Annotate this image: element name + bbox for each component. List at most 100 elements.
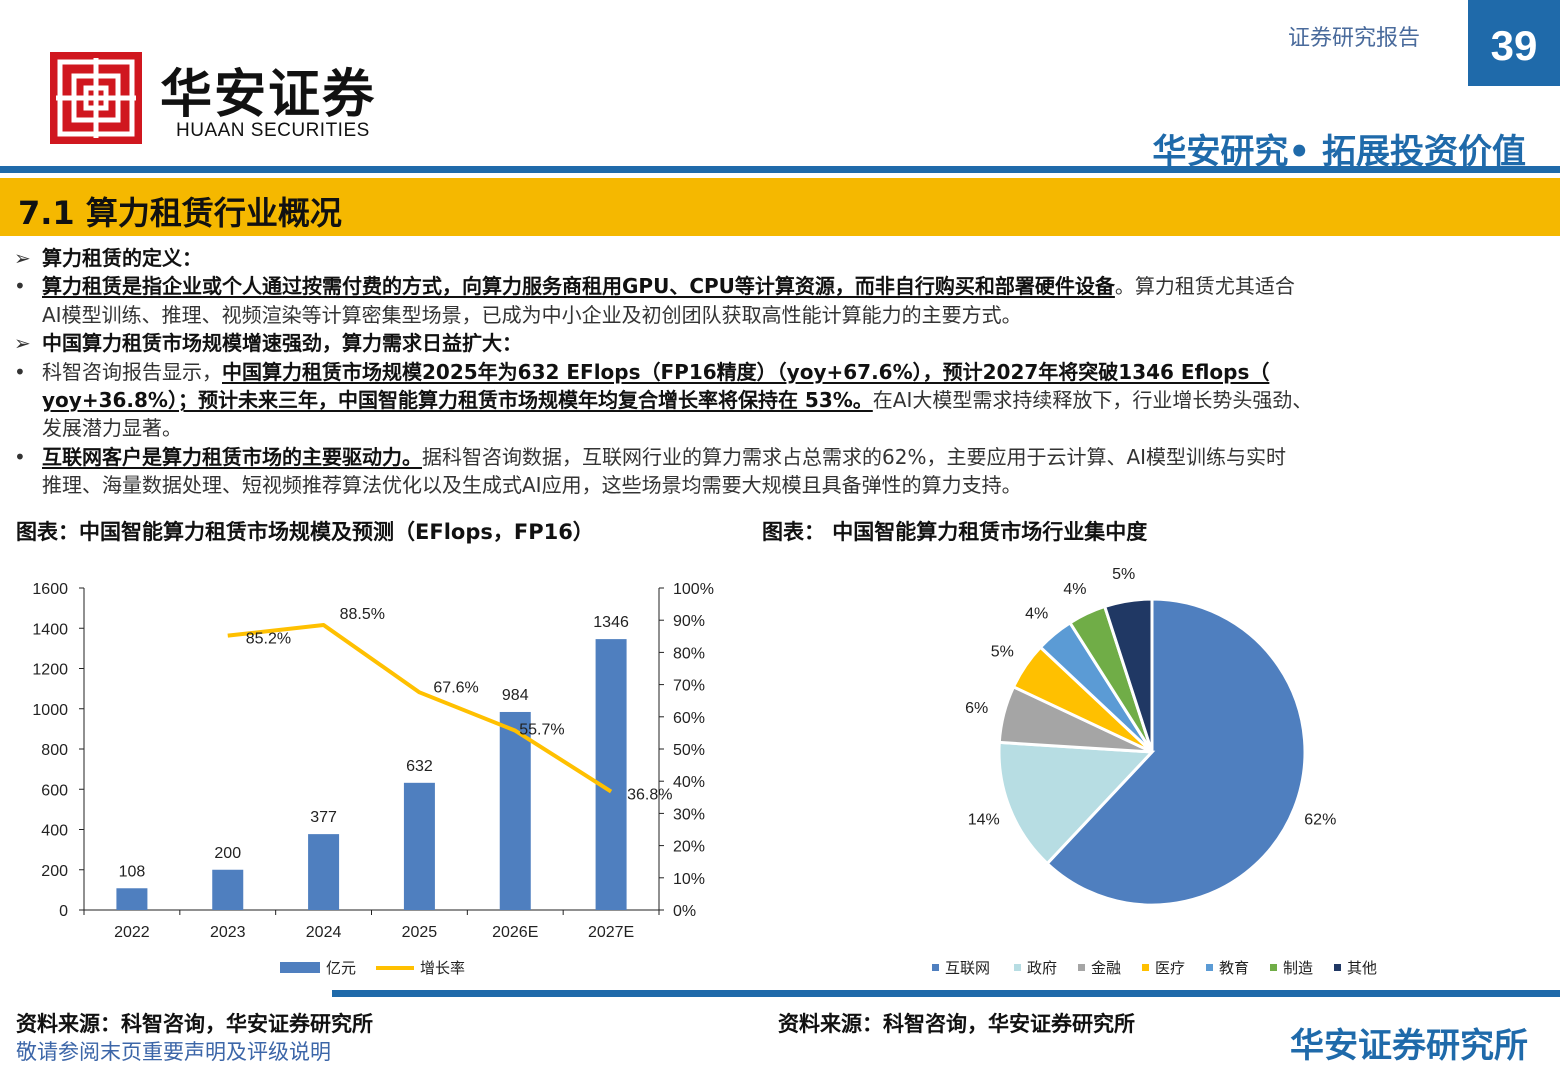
paragraph-market-size-line3: 发展潜力显著。 — [42, 416, 182, 441]
legend-swatch — [1206, 964, 1213, 971]
x-tick-label: 2025 — [402, 924, 438, 941]
chart-title-market-size: 图表：中国智能算力租赁市场规模及预测（EFlops，FP16） — [16, 520, 594, 544]
left-y-tick-label: 200 — [41, 863, 68, 880]
right-y-tick-label: 100% — [673, 581, 714, 598]
pie-value-label: 4% — [1063, 581, 1086, 598]
x-tick-label: 2023 — [210, 924, 246, 941]
legend-swatch — [1334, 964, 1341, 971]
bar-value-label: 984 — [502, 687, 529, 704]
paragraph-definition-line2: AI模型训练、推理、视频渲染等计算密集型场景，已成为中小企业及初创团队获取高性能… — [42, 302, 1022, 327]
left-y-tick-label: 1400 — [32, 621, 68, 638]
dot-bullet-icon: • — [14, 444, 26, 469]
left-y-tick-label: 0 — [59, 903, 68, 920]
paragraph-market-size: • 科智咨询报告显示，中国算力租赁市场规模2025年为632 EFlops（FP… — [14, 358, 1550, 386]
legend-label: 制造 — [1283, 959, 1313, 977]
bar-value-label: 200 — [214, 845, 241, 862]
right-y-tick-label: 90% — [673, 613, 705, 630]
right-y-tick-label: 20% — [673, 839, 705, 856]
dot-bullet-icon: • — [14, 274, 26, 299]
left-y-tick-label: 600 — [41, 782, 68, 799]
section-title-bar: 7.1 算力租赁行业概况 — [0, 178, 1560, 236]
right-y-tick-label: 80% — [673, 645, 705, 662]
section-title: 7.1 算力租赁行业概况 — [18, 194, 342, 232]
legend-label: 其他 — [1347, 959, 1377, 977]
right-y-tick-label: 50% — [673, 742, 705, 759]
logo-english-name: HUAAN SECURITIES — [176, 120, 370, 141]
legend-label: 医疗 — [1155, 959, 1185, 977]
chart-title-concentration: 图表： 中国智能算力租赁市场行业集中度 — [762, 520, 1148, 544]
paragraph-definition: • 算力租赁是指企业或个人通过按需付费的方式，向算力服务商租用GPU、CPU等计… — [14, 272, 1550, 300]
source-note-right: 资料来源：科智咨询，华安证券研究所 — [778, 1012, 1135, 1036]
right-y-tick-label: 70% — [673, 678, 705, 695]
logo-chinese-name: 华安证券 — [160, 64, 377, 125]
left-y-tick-label: 1200 — [32, 662, 68, 679]
paragraph-internet-customers-line2: 推理、海量数据处理、短视频推荐算法优化以及生成式AI应用，这些场景均需要大规模且… — [42, 473, 1022, 498]
left-y-tick-label: 1600 — [32, 581, 68, 598]
legend-swatch — [932, 964, 939, 971]
source-note-left: 资料来源：科智咨询，华安证券研究所 — [16, 1012, 373, 1036]
bar-value-label: 632 — [406, 758, 433, 775]
bottom-divider — [332, 990, 1560, 997]
left-y-tick-label: 1000 — [32, 702, 68, 719]
bar-2023 — [212, 869, 244, 910]
growth-rate-label: 85.2% — [246, 631, 291, 648]
report-type-label: 证券研究报告 — [1288, 26, 1421, 51]
x-tick-label: 2027E — [588, 924, 634, 941]
growth-rate-label: 67.6% — [433, 679, 478, 696]
growth-rate-label: 55.7% — [519, 722, 564, 739]
bar-2026E — [499, 711, 531, 910]
footer-brand: 华安证券研究所 — [1290, 1026, 1528, 1066]
pie-slice-互联网 — [1045, 597, 1307, 907]
paragraph-internet-customers: • 互联网客户是算力租赁市场的主要驱动力。据科智咨询数据，互联网行业的算力需求占… — [14, 443, 1550, 471]
legend-swatch — [1142, 964, 1149, 971]
pie-value-label: 5% — [991, 643, 1014, 660]
right-y-tick-label: 10% — [673, 871, 705, 888]
top-divider — [0, 166, 1560, 173]
legend-swatch — [1078, 964, 1085, 971]
left-y-tick-label: 800 — [41, 742, 68, 759]
x-tick-label: 2024 — [306, 924, 342, 941]
pie-value-label: 4% — [1025, 606, 1048, 623]
legend-line-label: 增长率 — [420, 959, 465, 977]
arrow-bullet-icon: ➢ — [14, 246, 31, 270]
logo-emblem-icon — [50, 52, 142, 144]
legend-label: 互联网 — [945, 959, 990, 977]
bar-2025 — [403, 782, 435, 910]
right-y-tick-label: 60% — [673, 710, 705, 727]
left-y-tick-label: 400 — [41, 823, 68, 840]
pie-value-label: 5% — [1112, 566, 1135, 583]
right-y-tick-label: 0% — [673, 903, 696, 920]
bar-value-label: 108 — [119, 863, 146, 880]
growth-rate-label: 36.8% — [627, 787, 672, 804]
header-slogan: 华安研究• 拓展投资价值 — [1152, 132, 1526, 172]
legend-swatch — [1270, 964, 1277, 971]
industry-concentration-chart: 62% 14% 6% 5% 4% 4% 5% 互联网 政府 金融 医疗 教育 制造 其他 — [932, 566, 1377, 977]
paragraph-market-size-line2: yoy+36.8%）；预计未来三年，中国智能算力租赁市场规模年均复合增长率将保持… — [42, 388, 1313, 413]
bar-2027E — [595, 639, 627, 910]
x-tick-label: 2026E — [492, 924, 538, 941]
growth-rate-line — [227, 623, 613, 794]
pie-value-label: 14% — [968, 812, 1000, 829]
legend-bar-swatch — [280, 962, 320, 973]
bar-2022 — [116, 888, 148, 910]
pie-value-label: 6% — [965, 700, 988, 717]
market-size-chart: 0 200 400 600 800 1000 1200 1400 1600 0% 10% 20% 30%… — [32, 581, 714, 977]
legend-label: 金融 — [1091, 959, 1121, 977]
page-number: 39 — [1490, 22, 1538, 69]
bar-2024 — [308, 834, 340, 910]
bar-value-label: 377 — [310, 809, 337, 826]
legend-label: 政府 — [1027, 959, 1057, 977]
heading-market-growth: ➢ 中国算力租赁市场规模增速强劲，算力需求日益扩大： — [14, 329, 1550, 357]
dot-bullet-icon: • — [14, 359, 26, 384]
arrow-bullet-icon: ➢ — [14, 331, 31, 356]
x-tick-label: 2022 — [114, 924, 150, 941]
disclaimer-link[interactable]: 敬请参阅末页重要声明及评级说明 — [16, 1040, 331, 1064]
pie-slice-政府 — [997, 740, 1156, 866]
logo-emblem — [50, 52, 142, 144]
legend-swatch — [1014, 964, 1021, 971]
bar-value-label: 1346 — [593, 614, 629, 631]
page-number-box: 39 — [1468, 0, 1560, 86]
right-y-tick-label: 30% — [673, 806, 705, 823]
pie-value-label: 62% — [1304, 812, 1336, 829]
growth-rate-label: 88.5% — [340, 606, 385, 623]
